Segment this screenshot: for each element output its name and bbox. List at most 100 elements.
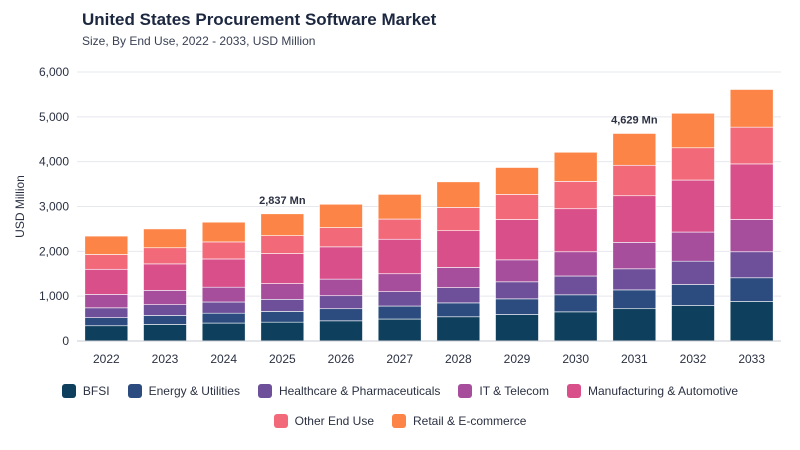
x-tick-label: 2030 — [562, 352, 589, 366]
bar-segment — [612, 289, 657, 310]
bar-segment — [671, 305, 715, 342]
legend-swatch — [458, 384, 473, 398]
bar-segment — [671, 112, 715, 149]
bar-segment — [612, 133, 657, 166]
legend-item: IT & Telecom — [458, 384, 549, 398]
bar-segment — [84, 317, 129, 327]
bar-segment — [729, 251, 774, 279]
bar-segment — [553, 275, 598, 296]
bar-segment — [729, 277, 774, 302]
bar-segment — [260, 321, 305, 342]
x-tick-label: 2032 — [680, 352, 707, 366]
bar-segment — [377, 305, 422, 320]
bar-segment — [553, 251, 598, 277]
bar-segment — [436, 316, 481, 342]
legend-item: Other End Use — [273, 414, 374, 428]
y-tick-label: 1,000 — [39, 289, 69, 303]
y-tick-label: 3,000 — [39, 200, 69, 214]
x-tick-label: 2022 — [93, 352, 120, 366]
chart-title: United States Procurement Software Marke… — [82, 10, 437, 29]
legend-item: Energy & Utilities — [127, 384, 240, 398]
bar-segment — [495, 281, 539, 300]
bar-segment — [260, 213, 305, 236]
legend-swatch — [127, 384, 142, 398]
bar-segment — [201, 241, 246, 260]
legend-swatch — [566, 384, 581, 398]
x-tick-label: 2033 — [738, 352, 765, 366]
bar-segment — [553, 151, 598, 182]
y-tick-label: 2,000 — [39, 244, 69, 258]
data-label: 2,837 Mn — [259, 195, 306, 207]
bar-segment — [201, 286, 246, 303]
legend-item: Manufacturing & Automotive — [566, 384, 739, 398]
bar-segment — [436, 302, 481, 318]
bar-segment — [143, 263, 187, 291]
bar-segment — [495, 259, 539, 283]
bar-segment — [729, 126, 774, 165]
bar-segment — [553, 311, 598, 342]
bar-segment — [84, 325, 129, 342]
bar-segment — [260, 311, 305, 323]
bar-segment — [201, 322, 246, 342]
bar-segment — [319, 246, 363, 280]
bar-segment — [553, 208, 598, 253]
bar-segment — [319, 278, 363, 297]
bar-segment — [377, 291, 422, 307]
x-tick-label: 2027 — [386, 352, 413, 366]
bar-segment — [729, 301, 774, 342]
bar-segment — [671, 260, 715, 285]
bar-segment — [436, 230, 481, 268]
y-tick-label: 0 — [62, 334, 69, 348]
x-tick-label: 2023 — [152, 352, 179, 366]
bar-segment — [436, 207, 481, 232]
x-tick-label: 2024 — [210, 352, 237, 366]
x-tick-label: 2029 — [504, 352, 531, 366]
y-tick-label: 4,000 — [39, 155, 69, 169]
y-tick-label: 5,000 — [39, 110, 69, 124]
legend-label: Retail & E-commerce — [413, 414, 527, 428]
legend-label: BFSI — [82, 384, 110, 398]
bar-segment — [612, 195, 657, 243]
bar-segment — [729, 163, 774, 220]
legend-item: BFSI — [61, 384, 110, 398]
bar-segment — [143, 247, 187, 265]
legend-swatch — [273, 414, 288, 428]
bar-segment — [260, 283, 305, 300]
bar-segment — [671, 179, 715, 233]
bar-segment — [377, 318, 422, 342]
bar-segment — [377, 218, 422, 240]
bar-segment — [729, 89, 774, 128]
legend-label: IT & Telecom — [479, 384, 549, 398]
bar-segment — [319, 320, 363, 342]
bar-segment — [612, 268, 657, 291]
bar-segment — [84, 307, 129, 318]
bar-segment — [377, 238, 422, 275]
legend-swatch — [257, 384, 272, 398]
legend-label: Energy & Utilities — [148, 384, 240, 398]
bar-segment — [201, 312, 246, 324]
x-tick-label: 2031 — [621, 352, 648, 366]
bar-segment — [495, 298, 539, 315]
bar-segment — [201, 258, 246, 288]
chart-subtitle: Size, By End Use, 2022 - 2033, USD Milli… — [82, 34, 316, 48]
bar-segment — [143, 324, 187, 342]
bar-segment — [143, 228, 187, 249]
bar-segment — [84, 254, 129, 270]
bar-segment — [495, 314, 539, 342]
legend-item: Retail & E-commerce — [392, 414, 526, 428]
chart-legend: BFSI Energy & Utilities Healthcare & Pharm… — [0, 380, 800, 432]
x-tick-label: 2028 — [445, 352, 472, 366]
bar-segment — [143, 315, 187, 325]
bar-segment — [495, 167, 539, 195]
bar-segment — [377, 273, 422, 292]
x-tick-label: 2026 — [328, 352, 355, 366]
bar-segment — [84, 294, 129, 309]
legend-label: Manufacturing & Automotive — [587, 384, 739, 398]
bar-segment — [319, 295, 363, 310]
bar-segment — [84, 235, 129, 255]
bar-segment — [436, 287, 481, 304]
bar-segment — [319, 227, 363, 248]
bar-segment — [436, 181, 481, 208]
x-tick-label: 2025 — [269, 352, 296, 366]
bar-segment — [260, 299, 305, 312]
